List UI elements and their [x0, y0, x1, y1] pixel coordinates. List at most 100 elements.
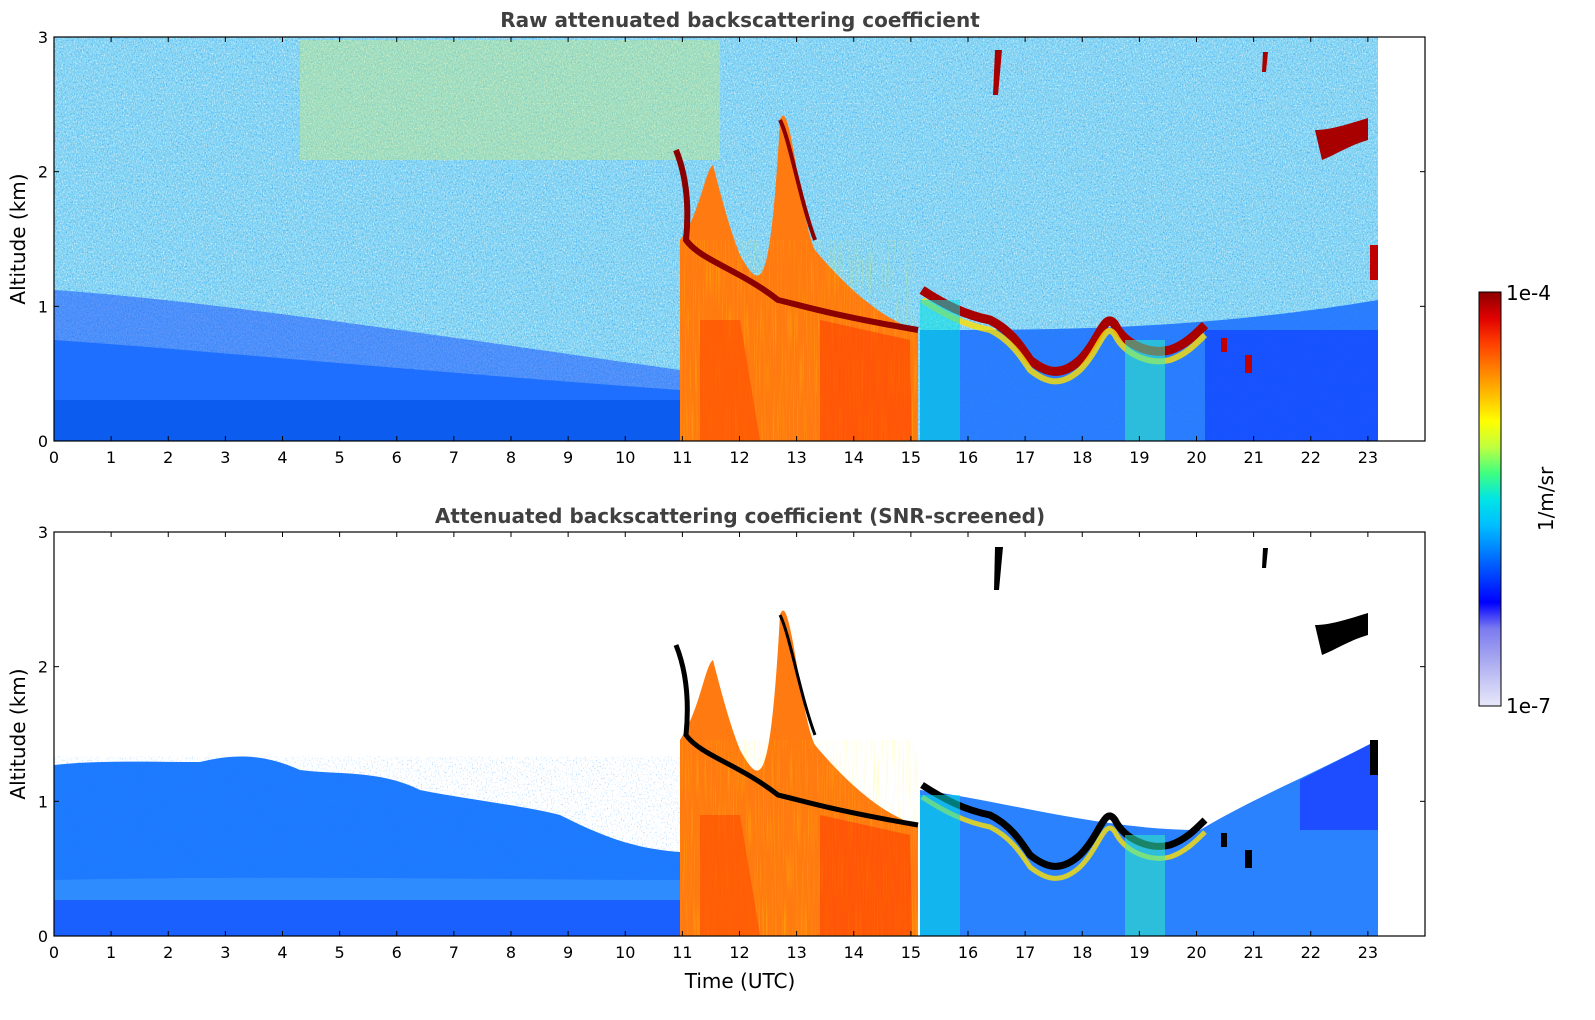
panel-screened: Attenuated backscattering coefficient (S…: [6, 504, 1426, 993]
panel2-xtick-label: 14: [844, 943, 864, 962]
panel2-xtick-label: 19: [1129, 943, 1149, 962]
panel1-xtick-label: 2: [163, 448, 173, 467]
panel1-xtick-label: 3: [220, 448, 230, 467]
panel1-xtick-label: 18: [1072, 448, 1092, 467]
panel2-xtick-label: 11: [672, 943, 692, 962]
panel1-xtick-label: 0: [49, 448, 59, 467]
colorbar-bar: [1478, 291, 1502, 707]
panel2-x-axis: 0 1 2 3 4 5 6 7 8 9 10 11 12 13 14 15 16 17 18 19 20 21 22 23: [49, 532, 1378, 962]
panel1-xtick-label: 16: [958, 448, 978, 467]
panel1-cyan-column-b: [1125, 340, 1165, 441]
panel2-xtick-label: 0: [49, 943, 59, 962]
colorbar-min-label: 1e-7: [1506, 694, 1551, 718]
panel1-xtick-label: 13: [786, 448, 806, 467]
panel2-xtick-label: 2: [163, 943, 173, 962]
panel1-y-axis: 0 1 2 3: [38, 28, 1425, 451]
panel1-ytick-label: 3: [38, 28, 48, 47]
panel2-xtick-label: 17: [1015, 943, 1035, 962]
panel1-cloud-top-1: [673, 148, 919, 333]
panel-raw: Raw attenuated backscattering coefficien…: [6, 8, 1426, 467]
panel1-ytick-label: 1: [38, 297, 48, 316]
panel2-red-patch-a: [700, 815, 760, 935]
panel2-xtick-label: 1: [106, 943, 116, 962]
panel2-xtick-label: 9: [563, 943, 573, 962]
panel2-xtick-label: 7: [449, 943, 459, 962]
panel2-upper-cloud: [1315, 613, 1368, 655]
panel1-red-patch-b: [820, 320, 912, 440]
panel1-small-cloud-b: [1245, 355, 1252, 373]
panel2-xtick-label: 8: [506, 943, 516, 962]
panel2-xtick-label: 20: [1186, 943, 1206, 962]
panel1-surface-layer: [54, 400, 680, 441]
panel1-xtick-label: 9: [563, 448, 573, 467]
panel2-cloud-top-band: [920, 782, 1208, 870]
panel1-xtick-label: 4: [277, 448, 287, 467]
panel1-greenish-top: [300, 40, 720, 160]
panel2-xtick-label: 13: [786, 943, 806, 962]
panel2-xtick-label: 22: [1301, 943, 1321, 962]
colorbar-label: 1/m/sr: [1534, 466, 1558, 531]
panel2-cloud-top-1: [673, 644, 919, 828]
panel1-xtick-label: 8: [506, 448, 516, 467]
panel1-xtick-label: 23: [1358, 448, 1378, 467]
panel2-heatmap: [54, 547, 1378, 936]
panel1-xtick-label: 14: [844, 448, 864, 467]
panel2-y-axis: 0 1 2 3: [38, 523, 1425, 946]
panel2-upper-fragment-b: [1262, 548, 1268, 568]
panel2-aerosol-east-dark: [1300, 740, 1378, 830]
panel1-xtick-label: 19: [1129, 448, 1149, 467]
panel2-xtick-label: 23: [1358, 943, 1378, 962]
panel1-x-axis: 0 1 2 3 4 5 6 7 8 9 10 11 12 13 14 15 16 17 18 19 20 21 22 23: [49, 37, 1378, 467]
panel2-xtick-label: 4: [277, 943, 287, 962]
panel2-xtick-label: 3: [220, 943, 230, 962]
panel1-small-cloud-a: [1221, 338, 1227, 352]
panel1-xtick-label: 10: [615, 448, 635, 467]
panel1-xtick-label: 6: [392, 448, 402, 467]
panel1-xtick-label: 21: [1243, 448, 1263, 467]
panel1-upper-fragment-b: [1262, 52, 1268, 72]
panel2-small-cloud-b: [1245, 850, 1252, 868]
panel2-xtick-label: 18: [1072, 943, 1092, 962]
panel1-cyan-column-a: [920, 300, 960, 441]
panel2-ytick-label: 0: [38, 927, 48, 946]
panel1-ytick-label: 2: [38, 163, 48, 182]
panel2-small-cloud-a: [1221, 833, 1227, 847]
panel2-cloud-top-2: [778, 614, 817, 736]
panel2-xtick-label: 21: [1243, 943, 1263, 962]
panel2-xtick-label: 5: [335, 943, 345, 962]
panel2-surface-layer: [54, 900, 680, 936]
panel2-upper-fragment-a: [994, 547, 1003, 590]
panel2-ytick-label: 1: [38, 792, 48, 811]
panel2-red-patch-b: [820, 815, 912, 935]
panel2-ylabel: Altitude (km): [6, 668, 30, 799]
panel1-xtick-label: 7: [449, 448, 459, 467]
panel1-xtick-label: 5: [335, 448, 345, 467]
panel1-xtick-label: 20: [1186, 448, 1206, 467]
panel2-xtick-label: 6: [392, 943, 402, 962]
panel2-xtick-label: 15: [901, 943, 921, 962]
panel1-aerosol-east-dark: [1205, 330, 1378, 441]
panel1-xtick-label: 17: [1015, 448, 1035, 467]
panel1-xtick-label: 1: [106, 448, 116, 467]
panel2-xtick-label: 12: [729, 943, 749, 962]
panel1-ytick-label: 0: [38, 432, 48, 451]
panel1-xtick-label: 11: [672, 448, 692, 467]
panel1-xtick-label: 15: [901, 448, 921, 467]
panel2-xlabel: Time (UTC): [684, 969, 796, 993]
panel2-xtick-label: 10: [615, 943, 635, 962]
panel1-upper-cloud: [1315, 118, 1368, 160]
panel2-edge-cloud: [1370, 740, 1378, 775]
panel1-xtick-label: 12: [729, 448, 749, 467]
panel1-cloud-top-band: [919, 286, 1209, 376]
panel1-edge-cloud: [1370, 245, 1378, 280]
panel2-cyan-column-a: [920, 795, 960, 936]
panel2-cloud-top-glow: [920, 794, 1207, 881]
panel1-title: Raw attenuated backscattering coefficien…: [500, 8, 980, 32]
colorbar-max-label: 1e-4: [1506, 281, 1551, 305]
panel1-cloud-top-2: [778, 119, 817, 241]
panel1-cloud-top-glow: [920, 297, 1208, 385]
panel2-ytick-label: 2: [38, 658, 48, 677]
colorbar: 1e-4 1e-7 1/m/sr: [1478, 281, 1558, 718]
panel2-ytick-label: 3: [38, 523, 48, 542]
